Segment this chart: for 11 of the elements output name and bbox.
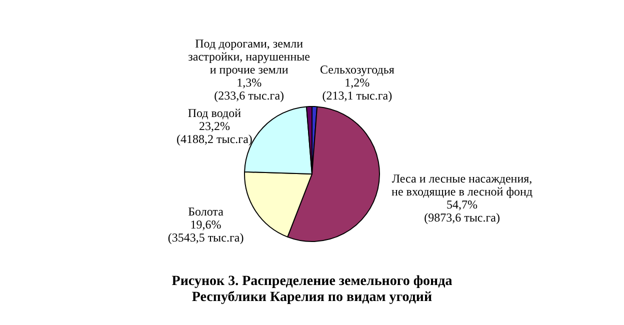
text: Рисунок 3. Распределение земельного фонда Республики Карелия по видам угодий	[170, 274, 454, 306]
data-label: 19,6% (3543,5 тыс.га)	[168, 218, 244, 245]
slice-label: Сельхозугодья	[320, 62, 395, 77]
data-label: 23,2% (4188,2 тыс.га)	[176, 118, 252, 146]
slice-label: Болота	[188, 204, 224, 219]
data-label: 1,2% (213,1 тыс.га)	[322, 76, 392, 103]
data-label: 1,3% (233,6 тыс.га)	[214, 76, 284, 103]
slice-label: Под дорогами, земли застройки, нарушенные и прочие земли	[188, 36, 310, 77]
slice-label: Леса и лесные насаждения, не входящие в лесной фонд	[392, 172, 533, 199]
slice-label: Под водой	[188, 106, 242, 120]
data-label: 54,7% (9873,6 тыс.га)	[424, 198, 500, 225]
